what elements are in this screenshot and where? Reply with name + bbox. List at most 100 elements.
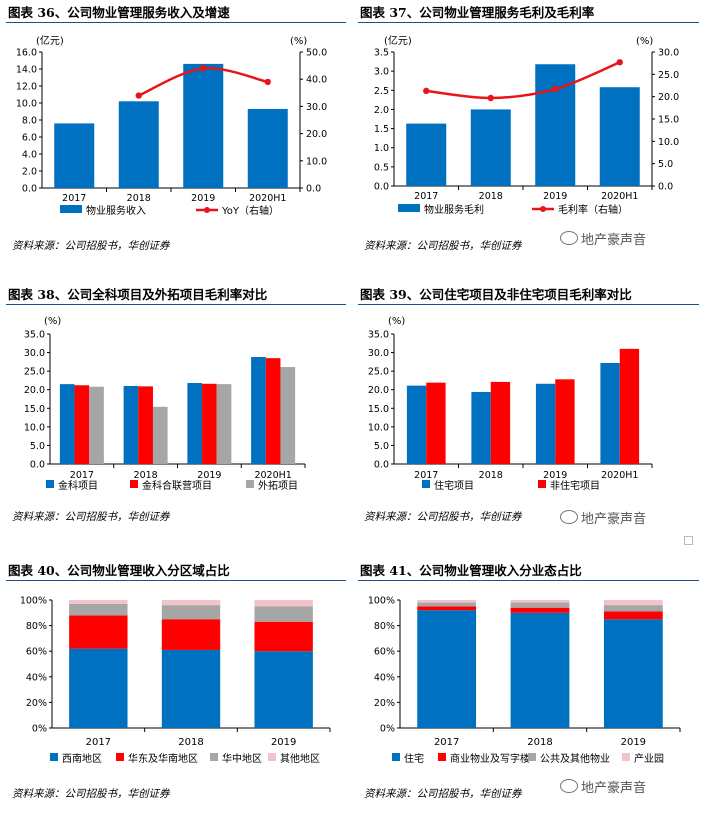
bar-segment bbox=[69, 648, 128, 728]
legend-swatch bbox=[116, 753, 124, 761]
y-tick-label-left: 1.5 bbox=[374, 124, 389, 135]
panel-title: 图表 37、公司物业管理服务毛利及毛利率 bbox=[360, 5, 595, 20]
y-tick-label: 15.0 bbox=[368, 404, 389, 415]
x-tick-label: 2017 bbox=[62, 193, 86, 204]
y-tick-label-left: 1.0 bbox=[374, 143, 389, 154]
x-tick-label: 2020H1 bbox=[601, 470, 638, 481]
line-point bbox=[487, 94, 494, 102]
y-tick-label-left: 2.5 bbox=[374, 86, 389, 97]
panel-title: 图表 39、公司住宅项目及非住宅项目毛利率对比 bbox=[360, 287, 632, 302]
legend-label: 毛利率（右轴） bbox=[558, 203, 628, 216]
y-tick-label-left: 3.5 bbox=[374, 48, 389, 59]
x-tick-label: 2018 bbox=[127, 193, 151, 204]
y-tick-label: 15.0 bbox=[24, 404, 45, 415]
legend-label: 金科合联营项目 bbox=[142, 479, 212, 492]
watermark-text: 地产豪声音 bbox=[581, 233, 647, 248]
line-point bbox=[135, 92, 142, 99]
y-tick-label: 30.0 bbox=[24, 348, 45, 359]
bar-segment bbox=[161, 600, 221, 606]
x-tick-label: 2017 bbox=[86, 737, 111, 748]
legend-swatch bbox=[438, 753, 446, 761]
legend-swatch bbox=[528, 753, 536, 761]
bar bbox=[535, 383, 556, 464]
y-tick-label-left: 16.0 bbox=[16, 48, 37, 59]
x-tick-label: 2019 bbox=[621, 737, 646, 748]
bar bbox=[471, 391, 491, 464]
panel-fig38: 图表 38、公司全科项目及外拓项目毛利率对比 0.0 5.0 10.0 15.0 20.… bbox=[0, 282, 350, 532]
y-tick-label: 40% bbox=[374, 672, 395, 683]
y-tick-label-right: 40.0 bbox=[306, 75, 327, 86]
chart-fig39: 0.0 5.0 10.0 15.0 20.0 25.0 30.0 35.0 (%) 2017 201… bbox=[368, 316, 653, 492]
y-tick-label-left: 14.0 bbox=[16, 65, 37, 76]
source-note: 资料来源：公司招股书，华创证券 bbox=[12, 240, 170, 252]
source-note: 资料来源：公司招股书，华创证券 bbox=[12, 788, 170, 800]
watermark: 地产豪声音 bbox=[560, 777, 646, 796]
bar-segment bbox=[69, 600, 128, 604]
panel-title: 图表 36、公司物业管理服务收入及增速 bbox=[8, 5, 230, 20]
y-tick-label: 100% bbox=[368, 596, 395, 607]
bar bbox=[406, 385, 427, 464]
legend-swatch bbox=[538, 480, 546, 488]
panel-title: 图表 40、公司物业管理收入分区域占比 bbox=[8, 563, 230, 578]
bar-segment bbox=[510, 602, 570, 608]
legend-label: 产业园 bbox=[634, 752, 664, 765]
y-unit-right: (%) bbox=[290, 36, 307, 47]
bar-segment bbox=[603, 611, 663, 620]
watermark: 地产豪声音 bbox=[560, 229, 646, 248]
bar-segment bbox=[161, 605, 221, 620]
watermark: 地产豪声音 bbox=[560, 508, 646, 527]
y-tick-label: 10.0 bbox=[24, 422, 45, 433]
y-tick-label: 80% bbox=[374, 621, 395, 632]
bar bbox=[118, 101, 159, 188]
title-rule bbox=[358, 22, 699, 23]
x-tick-label: 2019 bbox=[543, 191, 567, 202]
bar bbox=[490, 381, 511, 464]
legend-swatch bbox=[46, 480, 54, 488]
legend-swatch bbox=[268, 753, 276, 761]
bar-segment bbox=[254, 606, 313, 622]
y-tick-label: 5.0 bbox=[374, 441, 389, 452]
line-point bbox=[616, 59, 623, 66]
legend-label: 华中地区 bbox=[222, 752, 262, 765]
chart-fig40: 0% 20% 40% 60% 80% 100% 2017 2018 2019 西南地区 华东及华南地… bbox=[20, 596, 331, 765]
bar bbox=[247, 108, 288, 188]
x-tick-label: 2018 bbox=[134, 470, 158, 481]
bar bbox=[555, 379, 575, 464]
y-tick-label-right: 20.0 bbox=[658, 92, 679, 103]
bar-segment bbox=[161, 649, 221, 728]
bar-segment bbox=[603, 600, 663, 606]
y-unit: (%) bbox=[388, 316, 405, 327]
y-tick-label: 25.0 bbox=[24, 367, 45, 378]
bar-segment bbox=[161, 619, 221, 650]
y-tick-label: 60% bbox=[374, 647, 395, 658]
bar bbox=[216, 384, 232, 464]
x-tick-label: 2018 bbox=[178, 737, 203, 748]
y-tick-label-left: 0.0 bbox=[22, 184, 37, 195]
x-tick-label: 2017 bbox=[434, 737, 459, 748]
bar-segment bbox=[603, 619, 663, 728]
line-point bbox=[200, 65, 207, 72]
chart-fig36: 0.0 2.0 4.0 6.0 8.0 10.0 12.0 14.0 16.0 0.0 10.0 20… bbox=[16, 34, 327, 217]
legend-swatch bbox=[130, 480, 138, 488]
chart-fig37: 0.0 0.5 1.0 1.5 2.0 2.5 3.0 3.5 0.0 5.0 10.0 15.0 20… bbox=[374, 34, 679, 216]
legend-swatch bbox=[398, 204, 420, 212]
title-rule bbox=[358, 580, 699, 581]
x-tick-label: 2017 bbox=[414, 191, 438, 202]
legend-label: 住宅项目 bbox=[434, 479, 474, 492]
legend-label: 外拓项目 bbox=[258, 480, 298, 492]
x-tick-label: 2018 bbox=[479, 470, 503, 481]
y-tick-label-left: 4.0 bbox=[22, 150, 37, 161]
y-tick-label: 5.0 bbox=[30, 441, 45, 452]
bar bbox=[123, 386, 139, 464]
bar bbox=[54, 123, 95, 188]
y-tick-label-left: 2.0 bbox=[22, 167, 37, 178]
bar bbox=[426, 382, 446, 464]
watermark-text: 地产豪声音 bbox=[581, 781, 647, 796]
title-rule bbox=[6, 304, 346, 305]
x-tick-label: 2017 bbox=[70, 470, 94, 481]
y-tick-label-left: 12.0 bbox=[16, 82, 37, 93]
bar-segment bbox=[417, 606, 477, 611]
line-point bbox=[423, 87, 430, 95]
y-tick-label-right: 10.0 bbox=[306, 156, 327, 167]
panel-title: 图表 38、公司全科项目及外拓项目毛利率对比 bbox=[8, 287, 268, 302]
